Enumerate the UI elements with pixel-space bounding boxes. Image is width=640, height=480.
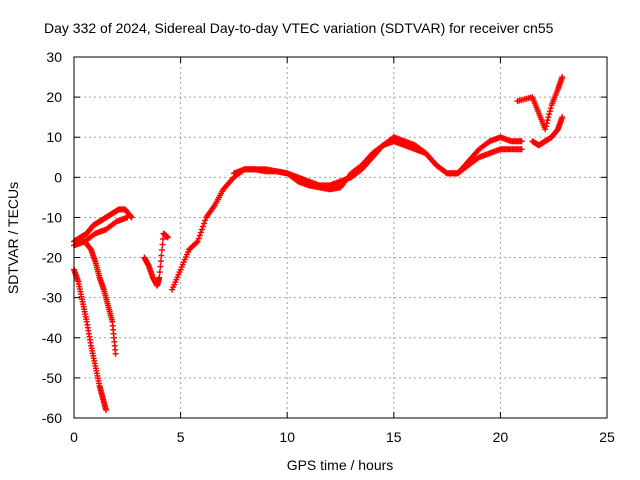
data-point xyxy=(156,274,163,281)
x-tick-label: 10 xyxy=(279,429,295,445)
data-point xyxy=(127,213,134,220)
y-tick-label: 30 xyxy=(46,49,62,65)
x-tick-label: 0 xyxy=(70,429,78,445)
data-point xyxy=(158,247,165,254)
data-point xyxy=(546,108,553,115)
data-point xyxy=(102,406,109,413)
data-point xyxy=(518,146,525,153)
data-point xyxy=(160,236,167,243)
x-tick-label: 5 xyxy=(177,429,185,445)
data-point xyxy=(164,234,171,241)
data-point xyxy=(157,263,164,270)
data-point xyxy=(547,105,554,112)
data-point xyxy=(544,117,551,124)
y-tick-label: -10 xyxy=(42,209,62,225)
y-tick-label: -40 xyxy=(42,330,62,346)
y-tick-label: 10 xyxy=(46,129,62,145)
data-point xyxy=(197,229,204,236)
data-point xyxy=(158,252,165,259)
data-point xyxy=(112,350,119,357)
data-point xyxy=(545,114,552,121)
y-tick-label: 20 xyxy=(46,89,62,105)
data-point xyxy=(559,114,566,121)
x-tick-label: 20 xyxy=(493,429,509,445)
y-tick-label: -50 xyxy=(42,370,62,386)
data-point xyxy=(546,111,553,118)
data-point xyxy=(193,239,200,246)
data-point xyxy=(196,232,203,239)
data-point xyxy=(194,238,201,245)
data-point xyxy=(543,120,550,127)
x-tick-label: 15 xyxy=(386,429,402,445)
y-tick-label: -60 xyxy=(42,410,62,426)
data-point xyxy=(199,223,206,230)
data-point xyxy=(198,226,205,233)
plot-frame xyxy=(73,56,608,419)
x-axis-label: GPS time / hours xyxy=(287,457,394,473)
y-tick-label: 0 xyxy=(54,169,62,185)
data-point xyxy=(559,74,566,81)
data-point xyxy=(518,138,525,145)
data-point xyxy=(156,269,163,276)
chart-title: Day 332 of 2024, Sidereal Day-to-day VTE… xyxy=(44,20,554,36)
data-point xyxy=(195,235,202,242)
grid xyxy=(74,57,607,418)
data-point xyxy=(542,123,549,130)
y-axis-label: SDTVAR / TECUs xyxy=(5,182,21,294)
data-point xyxy=(157,258,164,265)
data-point xyxy=(124,214,131,221)
y-tick-label: -30 xyxy=(42,290,62,306)
y-tick-label: -20 xyxy=(42,250,62,266)
data-point xyxy=(201,220,208,227)
x-tick-label: 25 xyxy=(599,429,615,445)
data-point xyxy=(542,126,549,133)
data-point xyxy=(159,241,166,248)
tick-labels: 0 5 10 15 20 25 -60 -50 -40 -30 -20 -10 0 10 20 30 xyxy=(42,49,615,445)
data-point xyxy=(202,217,209,224)
data-markers xyxy=(71,74,566,413)
